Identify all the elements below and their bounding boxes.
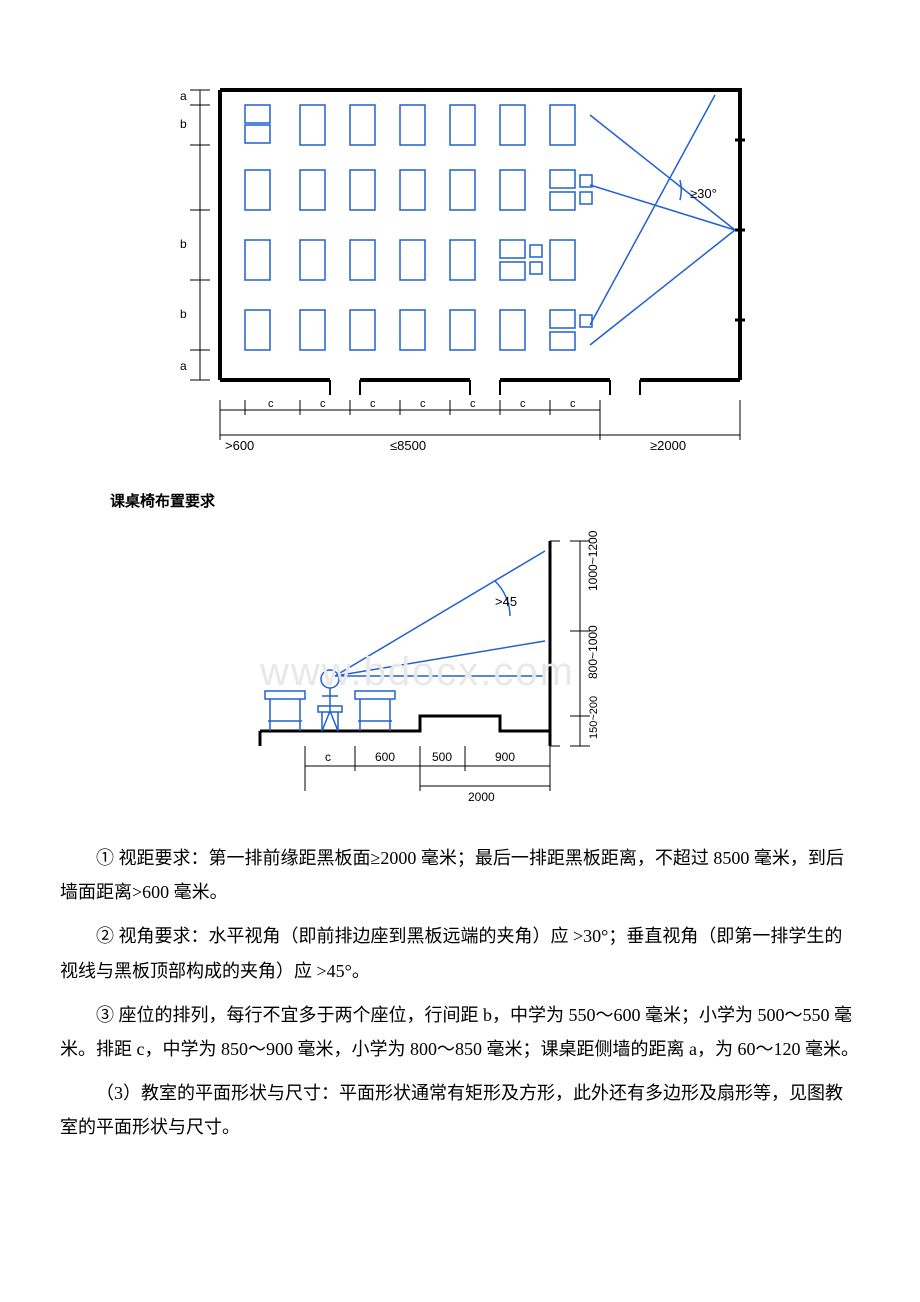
wtotal: 2000	[468, 790, 495, 804]
col-c3: c	[370, 398, 376, 410]
w3: 900	[495, 750, 515, 764]
dim-left: >600	[225, 438, 254, 453]
paragraph-4: （3）教室的平面形状与尺寸：平面形状通常有矩形及方形，此外还有多边形及扇形等，见…	[60, 1076, 860, 1144]
col-c2: c	[320, 398, 326, 410]
paragraph-2: ② 视角要求：水平视角（即前排边座到黑板远端的夹角）应 >30°；垂直视角（即第…	[60, 919, 860, 987]
paragraph-3: ③ 座位的排列，每行不宜多于两个座位，行间距 b，中学为 550～600 毫米；…	[60, 998, 860, 1066]
row-label-a2: a	[180, 359, 187, 373]
classroom-section-svg: >45 1000~1200 800~1000 150~200	[240, 521, 680, 821]
h2: 800~1000	[586, 625, 600, 679]
col-c5: c	[470, 398, 476, 410]
w1: 600	[375, 750, 395, 764]
dim-mid: ≤8500	[390, 438, 426, 453]
row-label-a1: a	[180, 89, 187, 103]
col-c7: c	[570, 398, 576, 410]
w2: 500	[432, 750, 452, 764]
diagram-title: 课桌椅布置要求	[110, 490, 860, 511]
paragraph-1: ① 视距要求：第一排前缘距黑板面≥2000 毫米；最后一排距黑板距离，不超过 8…	[60, 841, 860, 909]
wc: c	[325, 750, 331, 764]
section-angle: >45	[495, 594, 517, 609]
dim-right: ≥2000	[650, 438, 686, 453]
plan-diagram: ≥30° a b b b a	[60, 70, 860, 470]
row-label-b3: b	[180, 307, 187, 321]
h3: 150~200	[588, 696, 600, 739]
col-c6: c	[520, 398, 526, 410]
row-label-b1: b	[180, 117, 187, 131]
col-c1: c	[268, 398, 274, 410]
col-c4: c	[420, 398, 426, 410]
classroom-plan-svg: ≥30° a b b b a	[150, 70, 770, 470]
h1: 1000~1200	[586, 530, 600, 591]
section-diagram: >45 1000~1200 800~1000 150~200	[60, 521, 860, 821]
plan-angle-label: ≥30°	[690, 186, 717, 201]
row-label-b2: b	[180, 237, 187, 251]
